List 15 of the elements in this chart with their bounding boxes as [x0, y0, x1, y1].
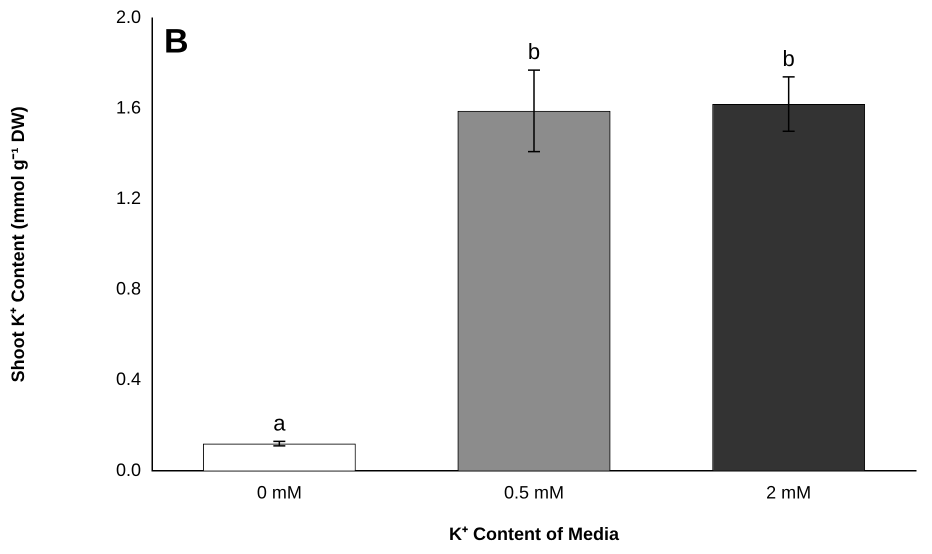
y-axis-title: Shoot K⁺ Content (mmol g⁻¹ DW) [8, 106, 28, 382]
y-tick-label: 2.0 [116, 6, 141, 27]
x-tick-label: 0.5 mM [504, 482, 564, 503]
annotation: B [164, 22, 189, 60]
x-tick-label: 2 mM [766, 482, 812, 503]
y-tick-label: 0.0 [116, 460, 141, 480]
annotation: a [273, 410, 286, 436]
x-axis-title: K⁺ Content of Media [449, 524, 620, 544]
y-tick-label: 1.2 [116, 188, 141, 208]
y-tick-label: 0.4 [116, 369, 141, 390]
y-tick-label: 1.6 [116, 98, 141, 118]
annotation: b [782, 46, 795, 71]
y-tick-label: 0.8 [116, 278, 141, 299]
annotation: b [528, 39, 540, 64]
x-tick-label: 0 mM [256, 482, 302, 503]
